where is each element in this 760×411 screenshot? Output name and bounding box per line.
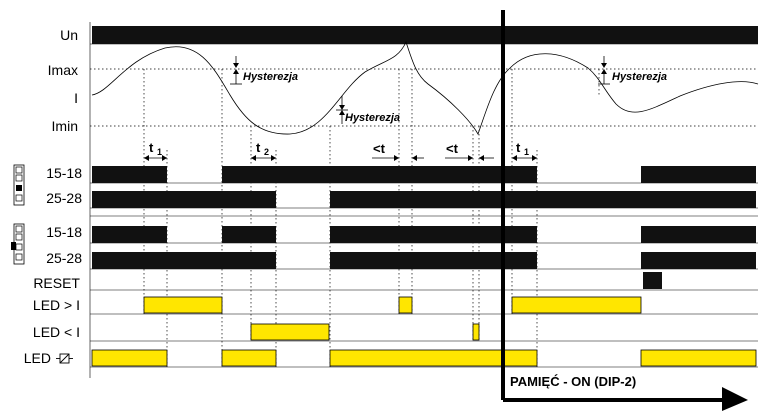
label-t1-a: t xyxy=(149,140,154,155)
block2-2528-bar xyxy=(641,252,756,269)
block2-2528-bar xyxy=(330,252,537,269)
row-block1-2528-bars xyxy=(92,191,756,208)
label-lt2: <t xyxy=(446,141,459,156)
label-reset: RESET xyxy=(33,275,80,291)
label-led-relay: LED xyxy=(24,350,51,366)
led-lt-bar xyxy=(472,323,480,341)
led-gt-bar xyxy=(398,296,413,314)
label-block2-2528: 25-28 xyxy=(46,250,82,266)
timing-arrow-t1-b xyxy=(512,155,537,161)
row-led-gt-bars xyxy=(143,296,642,314)
hysteresis-marker xyxy=(598,56,610,85)
label-t1-b: t xyxy=(516,140,521,155)
block1-1518-bar xyxy=(641,166,756,183)
timing-arrow-lt2 xyxy=(445,155,494,161)
label-led-gt: LED > I xyxy=(33,297,80,313)
label-hysteresis-1: Hysterezja xyxy=(243,71,298,83)
led-relay-bar xyxy=(640,349,757,367)
memory-on-arrow-head xyxy=(722,387,748,411)
block1-1518-bar xyxy=(92,166,167,183)
label-imin: Imin xyxy=(52,118,78,134)
led-gt-bar xyxy=(143,296,223,314)
dip-switch-icon xyxy=(11,223,25,265)
hysteresis-marker xyxy=(230,56,242,85)
label-imax: Imax xyxy=(48,62,78,78)
timing-arrow-t2 xyxy=(251,155,276,161)
block2-1518-bar xyxy=(330,226,537,243)
led-lt-bar xyxy=(250,323,330,341)
row-led-lt-bars xyxy=(250,323,480,341)
label-t1-b-sub: 1 xyxy=(524,147,529,157)
dip-switch-icon xyxy=(13,164,25,206)
label-lt1: <t xyxy=(373,141,386,156)
label-led-lt: LED < I xyxy=(33,324,80,340)
block1-1518-bar xyxy=(222,166,537,183)
row-led-relay-bars xyxy=(91,349,757,367)
led-relay-bar xyxy=(91,349,168,367)
block2-1518-bar xyxy=(222,226,276,243)
block1-2528-bar xyxy=(330,191,756,208)
block2-1518-bar xyxy=(641,226,756,243)
label-block2-1518: 15-18 xyxy=(46,224,82,240)
timing-arrow-lt1 xyxy=(372,155,424,161)
led-relay-bar xyxy=(221,349,277,367)
label-block1-1518: 15-18 xyxy=(46,165,82,181)
row-un-bars xyxy=(92,26,758,44)
timing-arrow-t1 xyxy=(144,155,167,161)
led-relay-bar xyxy=(329,349,538,367)
label-un: Un xyxy=(60,27,78,43)
label-t2-sub: 2 xyxy=(264,147,269,157)
label-block1-2528: 25-28 xyxy=(46,190,82,206)
relay-coil-icon xyxy=(56,353,73,364)
current-waveform xyxy=(91,40,759,135)
row-block2-2528-bars xyxy=(92,252,756,269)
label-memory-on: PAMIĘĆ - ON (DIP-2) xyxy=(510,374,636,389)
reset-bar xyxy=(643,272,662,289)
block2-2528-bar xyxy=(92,252,276,269)
label-hysteresis-3: Hysterezja xyxy=(612,71,667,83)
row-block1-1518-bars xyxy=(92,166,756,183)
row-block2-1518-bars xyxy=(92,226,756,243)
label-hysteresis-2: Hysterezja xyxy=(345,112,400,124)
un-bar xyxy=(92,26,758,44)
block2-1518-bar xyxy=(92,226,167,243)
label-t2: t xyxy=(256,140,261,155)
led-gt-bar xyxy=(511,296,642,314)
label-i: I xyxy=(74,90,78,106)
label-t1-a-sub: 1 xyxy=(157,147,162,157)
hysteresis-marker xyxy=(336,96,348,124)
row-reset-bars xyxy=(643,272,662,289)
block1-2528-bar xyxy=(92,191,276,208)
